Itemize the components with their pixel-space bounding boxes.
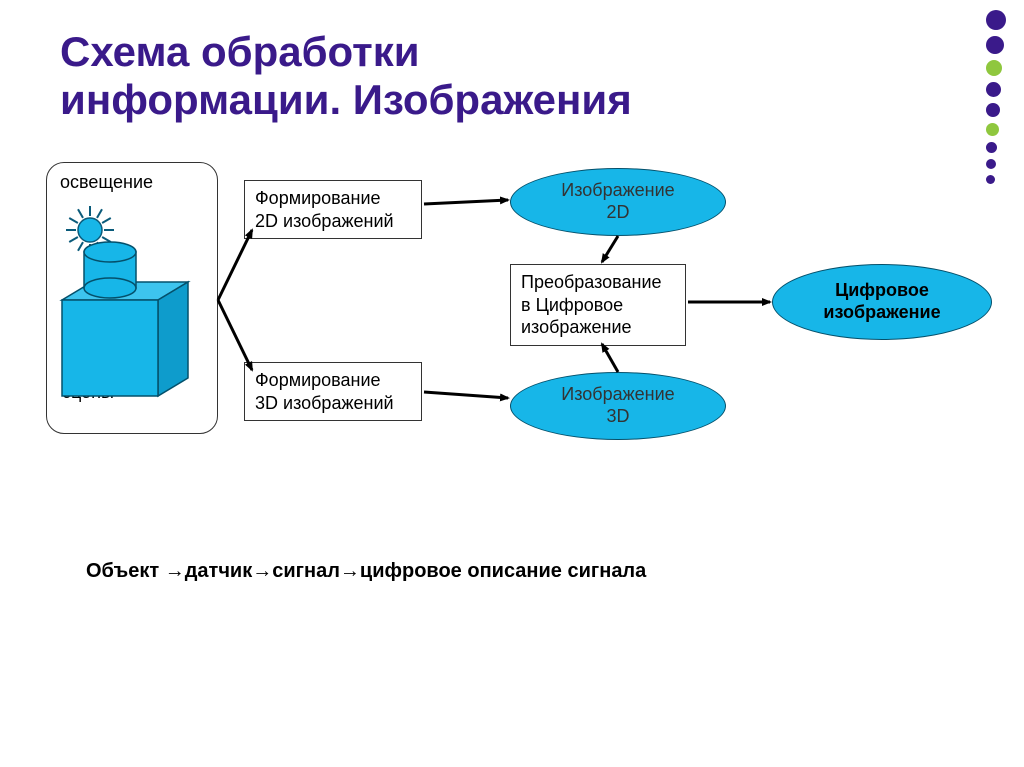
decorative-dot: [986, 159, 996, 169]
scene-objects-line2: сцены: [62, 381, 136, 404]
box-form-3d-line1: Формирование: [255, 369, 411, 392]
decorative-dot: [986, 10, 1006, 30]
scene-objects-line1: Объекты: [62, 358, 136, 381]
decorative-dots: [986, 10, 1006, 184]
box-form-2d: Формирование 2D изображений: [244, 180, 422, 239]
ellipse-image-2d-line2: 2D: [561, 202, 674, 224]
box-convert-line1: Преобразование: [521, 271, 675, 294]
ellipse-image-3d: Изображение 3D: [510, 372, 726, 440]
ellipse-image-3d-line2: 3D: [561, 406, 674, 428]
box-convert-line2: в Цифровое: [521, 294, 675, 317]
decorative-dot: [986, 142, 997, 153]
decorative-dot: [986, 103, 1000, 117]
box-form-2d-line2: 2D изображений: [255, 210, 411, 233]
box-convert: Преобразование в Цифровое изображение: [510, 264, 686, 346]
slide-title: Схема обработки информации. Изображения: [60, 28, 632, 125]
ellipse-image-2d: Изображение 2D: [510, 168, 726, 236]
decorative-dot: [986, 123, 999, 136]
box-convert-line3: изображение: [521, 316, 675, 339]
title-line1: Схема обработки: [60, 28, 632, 76]
ellipse-digital-line1: Цифровое: [823, 280, 940, 302]
decorative-dot: [986, 36, 1004, 54]
decorative-dot: [986, 175, 995, 184]
ellipse-digital-image: Цифровое изображение: [772, 264, 992, 340]
box-form-2d-line1: Формирование: [255, 187, 411, 210]
scene-objects-label: Объекты сцены: [62, 358, 136, 403]
decorative-dot: [986, 82, 1001, 97]
ellipse-image-3d-line1: Изображение: [561, 384, 674, 406]
decorative-dot: [986, 60, 1002, 76]
lighting-label: освещение: [60, 172, 153, 193]
ellipse-digital-line2: изображение: [823, 302, 940, 324]
box-form-3d: Формирование 3D изображений: [244, 362, 422, 421]
box-form-3d-line2: 3D изображений: [255, 392, 411, 415]
ellipse-image-2d-line1: Изображение: [561, 180, 674, 202]
bottom-chain-text: Объект →датчик→сигнал→цифровое описание …: [86, 560, 646, 583]
title-line2: информации. Изображения: [60, 76, 632, 124]
